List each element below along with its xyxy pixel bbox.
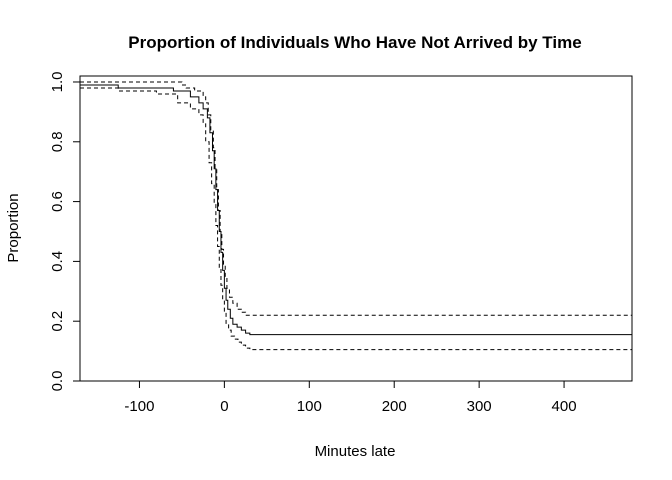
x-tick-label: -100 <box>124 398 154 415</box>
x-tick-label: 300 <box>467 398 492 415</box>
x-tick-label: 400 <box>552 398 577 415</box>
y-tick-label: 0.2 <box>49 311 66 332</box>
y-axis-label: Proportion <box>5 193 22 262</box>
plot-frame <box>79 75 633 382</box>
confidence-band-line-1 <box>80 81 632 316</box>
y-tick-label: 0.6 <box>49 191 66 212</box>
y-tick-label: 1.0 <box>49 72 66 93</box>
y-tick-label: 0.0 <box>49 371 66 392</box>
survival-curve-line <box>80 84 632 336</box>
x-axis: -100 0 100 200 300 400 <box>124 380 577 415</box>
chart-title: Proportion of Individuals Who Have Not A… <box>128 33 581 52</box>
x-tick-label: 200 <box>382 398 407 415</box>
y-tick-label: 0.8 <box>49 131 66 152</box>
x-tick-label: 0 <box>220 398 228 415</box>
series-layer <box>80 81 632 351</box>
y-tick-label: 0.4 <box>49 251 66 272</box>
x-tick-label: 100 <box>297 398 322 415</box>
x-axis-label: Minutes late <box>315 443 396 460</box>
confidence-band-line-2 <box>80 87 632 351</box>
y-axis: 0.0 0.2 0.4 0.6 0.8 1.0 <box>49 72 81 392</box>
